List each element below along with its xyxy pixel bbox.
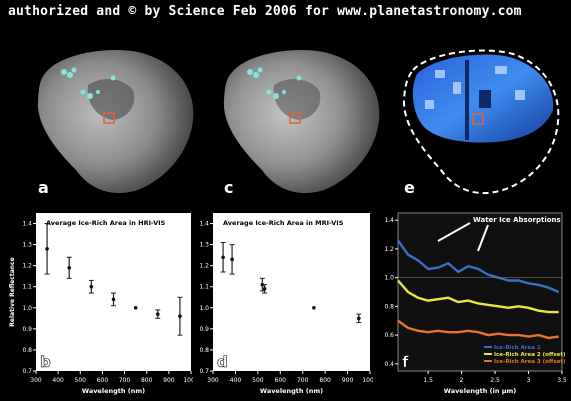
data-point	[230, 257, 234, 262]
y-tick-label: 0.6	[384, 332, 394, 339]
annotation-arrow	[437, 222, 471, 242]
data-point	[178, 314, 182, 319]
x-tick-label: 500	[252, 377, 264, 384]
comet-image-hri	[37, 50, 194, 194]
x-tick-label: 3.5	[557, 377, 566, 384]
y-tick-label: 0.7	[199, 368, 209, 375]
ir-map-image	[402, 49, 560, 195]
x-tick-label: 500	[75, 377, 87, 384]
x-tick-label: 700	[297, 377, 309, 384]
data-point	[45, 247, 49, 251]
x-tick-label: 800	[141, 377, 153, 384]
ice-patch-markers	[61, 67, 116, 99]
x-tick-label: 300	[30, 377, 42, 384]
roi-box	[289, 112, 301, 124]
data-point	[312, 306, 316, 310]
panel-label: d	[217, 353, 228, 371]
y-tick-label: 0.8	[22, 347, 32, 354]
credit-banner: authorized and © by Science Feb 2006 for…	[8, 4, 522, 19]
x-tick-label: 900	[342, 377, 354, 384]
annotation-text: Water Ice Absorptions	[473, 216, 561, 224]
legend-label: Ice-Rich Area 2 (offset)	[494, 352, 566, 358]
x-tick-label: 600	[275, 377, 287, 384]
y-tick-label: 1.4	[199, 221, 209, 228]
data-point	[67, 265, 72, 270]
panel-label: b	[40, 353, 51, 371]
y-axis-label: Relative Reflectance	[376, 257, 378, 326]
series-line-2	[397, 279, 559, 314]
comet-outline	[402, 49, 560, 195]
series-line-3	[397, 319, 559, 340]
y-tick-label: 1.4	[384, 217, 394, 224]
data-point	[133, 306, 138, 310]
y-tick-label: 1.3	[22, 242, 32, 249]
panel-label: f	[402, 353, 409, 371]
series-line-1	[397, 239, 560, 294]
y-tick-label: 0.7	[22, 368, 32, 375]
plot-area	[397, 212, 563, 372]
chart-title: Average Ice-Rich Area in HRI-VIS	[46, 219, 166, 227]
data-point	[356, 316, 361, 321]
y-tick-label: 1.1	[22, 284, 32, 291]
x-tick-label: 400	[230, 377, 242, 384]
legend-label: Ice-Rich Area 1	[494, 345, 541, 351]
y-tick-label: 1.2	[199, 263, 209, 270]
x-tick-label: 1.5	[423, 377, 433, 384]
comet-nucleus	[223, 50, 380, 194]
data-point	[221, 255, 225, 260]
x-tick-label: 600	[97, 377, 109, 384]
plot-area	[36, 213, 191, 371]
y-tick-label: 1.3	[199, 242, 209, 249]
annotation-arrow	[477, 224, 489, 252]
data-point	[111, 297, 116, 302]
x-tick-label: 300	[207, 377, 219, 384]
y-axis-label: Relative Reflectance	[9, 257, 16, 326]
x-tick-label: 2	[460, 377, 464, 384]
y-tick-label: 1.0	[22, 305, 32, 312]
y-tick-label: 0.8	[199, 347, 209, 354]
y-tick-label: 0.9	[22, 326, 32, 333]
comet-image-mri	[223, 50, 380, 194]
x-tick-label: 800	[319, 377, 331, 384]
x-tick-label: 3	[527, 377, 531, 384]
y-tick-label: 1.4	[22, 221, 32, 228]
x-axis-label: Wavelength (nm)	[82, 387, 145, 395]
y-tick-label: 1.0	[199, 305, 209, 312]
y-tick-label: 1.0	[384, 275, 394, 282]
chart-ir-spectra: 1.5 2 2.5 3 3.5 0.4 0.6 0.8 1.0 1.2 1.4 Wavelength …	[376, 212, 566, 395]
panel-label-a: a	[38, 178, 49, 197]
x-axis-label: Wavelength (nm)	[260, 387, 323, 395]
y-tick-label: 1.1	[199, 284, 209, 291]
data-point	[89, 284, 94, 289]
comet-nucleus	[37, 50, 194, 194]
plot-area	[213, 213, 370, 371]
chart-title: Average Ice-Rich Area in MRI-VIS	[223, 219, 344, 227]
y-tick-label: 1.2	[22, 263, 32, 270]
x-tick-label: 900	[163, 377, 175, 384]
y-tick-label: 0.9	[199, 326, 209, 333]
data-point	[262, 287, 267, 291]
y-tick-label: 0.4	[384, 361, 394, 368]
legend-label: Ice-Rich Area 3 (offset)	[494, 359, 566, 365]
y-tick-label: 1.2	[384, 246, 394, 253]
roi-box	[103, 112, 115, 124]
ice-patch-markers	[247, 67, 302, 99]
panel-label-e: e	[404, 178, 415, 197]
x-axis-label: Wavelength (in µm)	[444, 387, 517, 395]
data-point	[155, 312, 160, 316]
panel-label-c: c	[224, 178, 234, 197]
x-tick-label: 700	[119, 377, 131, 384]
x-tick-label: 2.5	[490, 377, 500, 384]
x-tick-label: 400	[52, 377, 64, 384]
roi-box	[472, 113, 484, 125]
y-tick-label: 0.8	[384, 303, 394, 310]
